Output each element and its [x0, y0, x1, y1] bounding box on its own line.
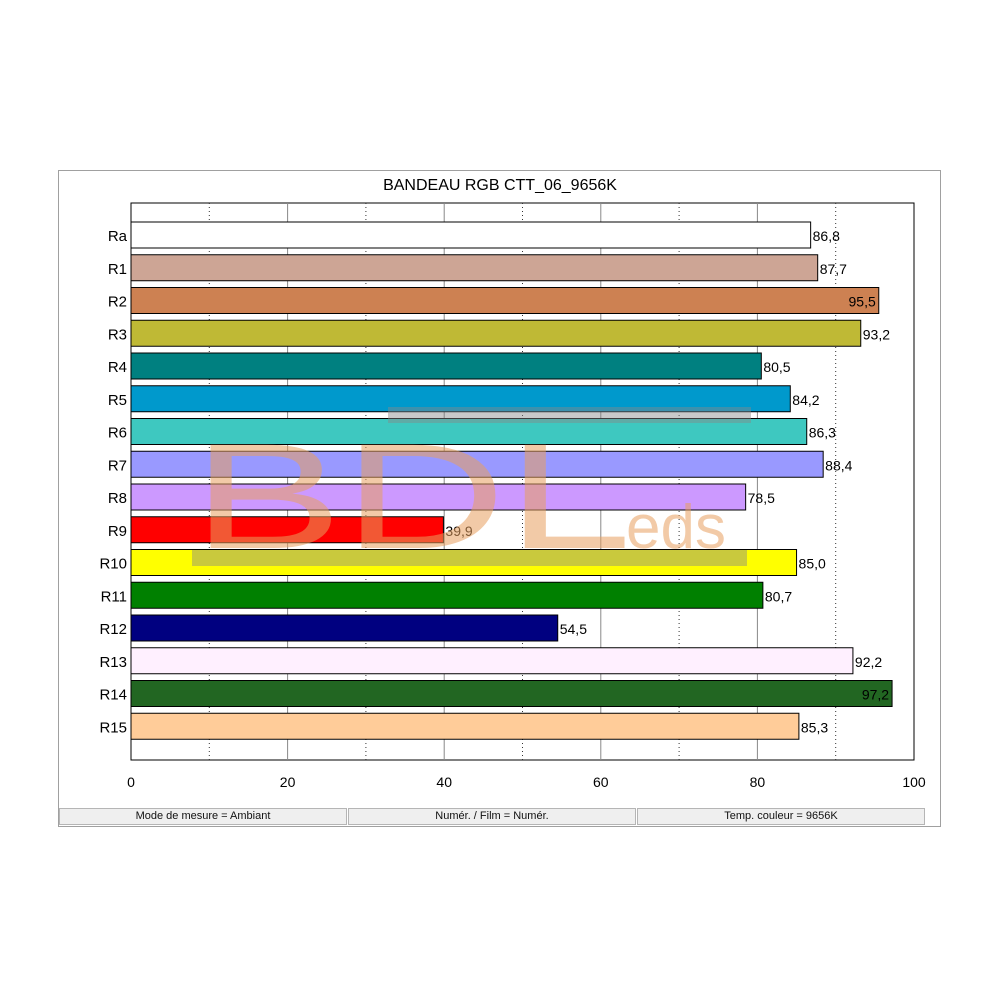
bar-r7 — [130, 450, 824, 478]
value-label: 97,2 — [862, 687, 889, 703]
value-label: 84,2 — [792, 392, 819, 408]
x-tick-label: 80 — [750, 774, 766, 790]
category-label: R3 — [108, 326, 127, 343]
bar-r6 — [130, 418, 808, 445]
bar-r3 — [130, 319, 862, 347]
category-label: R4 — [108, 359, 127, 376]
value-label: 85,0 — [799, 556, 826, 572]
bar-r15 — [130, 712, 800, 740]
bar-r13 — [130, 647, 854, 675]
category-label: R15 — [99, 719, 127, 736]
value-label: 86,8 — [813, 228, 840, 244]
bar-r10 — [130, 549, 798, 576]
value-label: 80,7 — [765, 588, 792, 604]
bar-r11 — [130, 581, 764, 609]
category-label: R8 — [108, 490, 127, 507]
value-label: 93,2 — [863, 326, 890, 342]
category-label: R7 — [108, 457, 127, 474]
status-mode: Mode de mesure = Ambiant — [59, 808, 347, 825]
bar-r9 — [130, 516, 444, 544]
x-tick-label: 0 — [127, 774, 135, 790]
bar-ra — [130, 221, 812, 249]
x-tick-label: 60 — [593, 774, 609, 790]
bar-r2 — [130, 287, 880, 314]
category-label: R6 — [108, 425, 127, 442]
bar-r1 — [130, 254, 819, 282]
value-label: 86,3 — [809, 425, 836, 441]
bar-r12 — [130, 614, 559, 642]
category-labels: Ra R1 R2 R3 R4 R5 R6 R7 R8 R9 R10 R11 R12 R13 R14 R15 — [99, 228, 127, 736]
category-label: R13 — [99, 654, 127, 671]
value-label: 80,5 — [763, 359, 790, 375]
value-label: 78,5 — [748, 490, 775, 506]
bar-r14 — [130, 680, 893, 707]
x-tick-label: 20 — [280, 774, 296, 790]
bar-r5 — [130, 385, 791, 413]
value-label: 87,7 — [820, 261, 847, 277]
value-label: 39,9 — [445, 523, 472, 539]
bar-r8 — [130, 483, 747, 511]
category-label: R2 — [108, 294, 127, 311]
category-label: Ra — [108, 228, 128, 245]
category-label: R12 — [99, 621, 127, 638]
x-tick-label: 40 — [436, 774, 452, 790]
chart-title: BANDEAU RGB CTT_06_9656K — [383, 177, 617, 194]
bars: 86,8 87,7 95,5 93,2 80,5 84,2 86,3 88,4 78,5 39,9… — [130, 221, 893, 740]
bar-r4 — [130, 352, 762, 380]
value-label: 92,2 — [855, 654, 882, 670]
category-label: R14 — [99, 687, 127, 704]
value-label: 95,5 — [849, 294, 876, 310]
status-temp: Temp. couleur = 9656K — [637, 808, 925, 825]
category-label: R11 — [101, 588, 127, 605]
x-axis-ticks: 0 20 40 60 80 100 — [127, 774, 926, 790]
value-label: 85,3 — [801, 719, 828, 735]
status-bar: Mode de mesure = Ambiant Numér. / Film =… — [59, 806, 940, 826]
value-label: 88,4 — [825, 457, 852, 473]
value-label: 54,5 — [560, 621, 587, 637]
plot-area — [130, 202, 915, 761]
category-label: R1 — [108, 261, 127, 278]
category-label: R10 — [99, 556, 127, 573]
category-label: R5 — [108, 392, 127, 409]
x-tick-label: 100 — [902, 774, 926, 790]
status-film: Numér. / Film = Numér. — [348, 808, 636, 825]
category-label: R9 — [108, 523, 127, 540]
